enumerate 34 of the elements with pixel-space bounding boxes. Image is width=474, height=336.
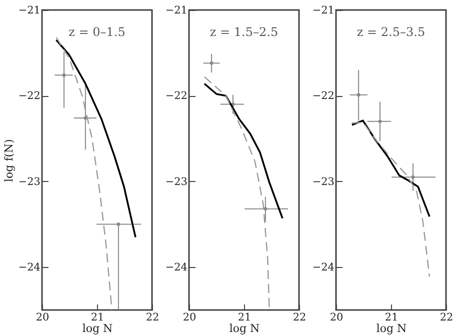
x-tick-label: 21: [238, 312, 252, 324]
y-tick-label: −22: [18, 90, 40, 102]
x-tick-label: 21: [384, 312, 398, 324]
x-tick-label: 20: [182, 312, 196, 324]
y-tick-label: −24: [18, 262, 41, 274]
line-series: [204, 76, 270, 310]
x-tick-label: 20: [330, 312, 344, 324]
line-series: [351, 120, 430, 218]
y-tick-label: −21: [165, 4, 188, 16]
y-tick-label: −22: [165, 90, 188, 102]
x-tick-label: 21: [90, 312, 104, 324]
x-tick-label: 22: [146, 312, 160, 324]
line-series: [55, 39, 136, 238]
y-tick-label: −22: [312, 90, 334, 102]
y-tick-label: −23: [312, 176, 334, 188]
annotation: z = 0–1.5: [68, 25, 126, 39]
x-axis-title: log N: [229, 322, 260, 335]
y-tick-label: −23: [165, 176, 188, 188]
x-axis-title: log N: [82, 322, 114, 335]
y-tick-label: −21: [312, 4, 334, 16]
x-tick-label: 22: [292, 312, 306, 324]
y-tick-label: −24: [312, 262, 335, 274]
y-tick-label: −23: [18, 176, 40, 188]
line-series: [56, 36, 112, 310]
y-tick-label: −24: [165, 262, 188, 274]
x-tick-label: 20: [36, 312, 50, 324]
line-series: [351, 122, 430, 278]
annotation: z = 1.5–2.5: [210, 25, 278, 39]
line-series: [204, 82, 284, 220]
x-tick-label: 22: [440, 312, 454, 324]
x-axis-title: log N: [376, 322, 408, 335]
annotation: z = 2.5–3.5: [356, 25, 426, 39]
y-axis-title: log f(N): [2, 139, 16, 182]
y-tick-label: −21: [18, 4, 40, 16]
